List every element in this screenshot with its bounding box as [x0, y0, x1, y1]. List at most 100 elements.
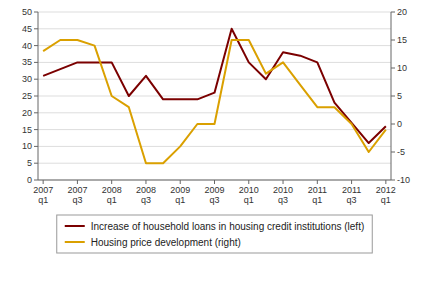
x-tick: [283, 180, 284, 184]
y-tick: [34, 163, 38, 164]
x-tick: [248, 180, 249, 184]
legend-box: [57, 215, 373, 253]
x-tick-label: 2009q3: [204, 185, 224, 205]
y-tick-label: 20: [22, 108, 32, 118]
y-tick: [34, 146, 38, 147]
legend-swatch: [65, 225, 85, 227]
y2-tick-label: 10: [397, 63, 407, 73]
y-tick: [34, 12, 38, 13]
y-tick: [34, 112, 38, 113]
x-tick-label-line: 2007: [33, 185, 53, 195]
x-tick-label-line: q3: [347, 195, 357, 205]
lines: [43, 29, 386, 163]
x-tick-label-line: q1: [244, 195, 254, 205]
x-tick-label-line: 2008: [102, 185, 122, 195]
x-tick: [43, 180, 44, 184]
y2-tick-label: 15: [397, 35, 407, 45]
x-tick-label-line: 2009: [204, 185, 224, 195]
grid-line: [38, 129, 391, 130]
y-tick: [34, 79, 38, 80]
grid-line: [38, 163, 391, 164]
x-tick-label: 2007q3: [67, 185, 87, 205]
y-tick: [34, 96, 38, 97]
legend-swatch: [65, 241, 85, 243]
grid: [38, 12, 391, 180]
x-tick-label-line: 2011: [342, 185, 361, 195]
y-tick-label: 45: [22, 24, 32, 34]
y2-tick: [391, 180, 395, 181]
x-tick: [180, 180, 181, 184]
y2-tick-label: 20: [397, 7, 407, 17]
y-tick: [34, 45, 38, 46]
y-tick-label: 0: [27, 175, 32, 185]
y-tick-label: 35: [22, 57, 32, 67]
legend-label: Housing price development (right): [91, 237, 241, 248]
x-tick-label-line: 2008: [136, 185, 156, 195]
y-axis: [38, 12, 39, 180]
grid-line: [38, 79, 391, 80]
x-tick-label-line: 2010: [239, 185, 259, 195]
y2-axis: [391, 12, 392, 180]
grid-line: [38, 96, 391, 97]
x-tick-label-line: q3: [278, 195, 288, 205]
x-tick-label: 2011q1: [308, 185, 327, 205]
x-tick-label-line: q1: [312, 195, 322, 205]
y-tick: [34, 28, 38, 29]
x-tick-label: 2009q1: [170, 185, 190, 205]
y-tick-label: 40: [22, 41, 32, 51]
y-tick-label: 10: [22, 141, 32, 151]
y-tick-label: 5: [27, 158, 32, 168]
x-tick-label-line: q3: [209, 195, 219, 205]
x-tick: [317, 180, 318, 184]
x-tick-label-line: 2010: [273, 185, 293, 195]
y2-tick: [391, 12, 395, 13]
y-tick-label: 15: [22, 125, 32, 135]
x-tick-label-line: q1: [38, 195, 48, 205]
legend: Increase of household loans in housing c…: [57, 215, 373, 253]
y2-tick: [391, 124, 395, 125]
x-tick-label-line: 2012: [376, 185, 396, 195]
x-tick: [111, 180, 112, 184]
x-tick: [351, 180, 352, 184]
x-tick-label-line: q3: [72, 195, 82, 205]
grid-line: [38, 146, 391, 147]
x-tick-label: 2007q1: [33, 185, 53, 205]
x-tick-label-line: q3: [141, 195, 151, 205]
y-tick: [34, 129, 38, 130]
y2-tick-label: -5: [397, 147, 405, 157]
y2-tick-label: 5: [397, 91, 402, 101]
y2-tick: [391, 152, 395, 153]
x-tick-label: 2010q3: [273, 185, 293, 205]
y2-tick-label: 0: [397, 119, 402, 129]
x-tick: [385, 180, 386, 184]
x-tick-label: 2008q3: [136, 185, 156, 205]
legend-label: Increase of household loans in housing c…: [91, 221, 365, 232]
x-tick-label-line: 2011: [308, 185, 327, 195]
x-tick: [145, 180, 146, 184]
x-tick-label: 2010q1: [239, 185, 259, 205]
grid-line: [38, 112, 391, 113]
x-tick: [214, 180, 215, 184]
y2-tick: [391, 68, 395, 69]
x-tick-label-line: 2009: [170, 185, 190, 195]
series-line: [43, 40, 386, 163]
y-tick: [34, 180, 38, 181]
chart: 05101520253035404550-10-5051015202007q12…: [0, 0, 429, 290]
x-tick-label-line: q1: [381, 195, 391, 205]
x-tick-label: 2008q1: [102, 185, 122, 205]
grid-line: [38, 12, 391, 13]
y-tick-label: 25: [22, 91, 32, 101]
x-tick-label-line: q1: [175, 195, 185, 205]
x-tick-label-line: q1: [107, 195, 117, 205]
y2-tick: [391, 96, 395, 97]
y2-tick: [391, 40, 395, 41]
y2-tick-label: -10: [397, 175, 410, 185]
y-tick-label: 50: [22, 7, 32, 17]
y-tick: [34, 62, 38, 63]
x-tick-label: 2012q1: [376, 185, 396, 205]
grid-line: [38, 28, 391, 29]
x-tick: [77, 180, 78, 184]
x-tick-label: 2011q3: [342, 185, 361, 205]
y-tick-label: 30: [22, 74, 32, 84]
x-tick-label-line: 2007: [67, 185, 87, 195]
